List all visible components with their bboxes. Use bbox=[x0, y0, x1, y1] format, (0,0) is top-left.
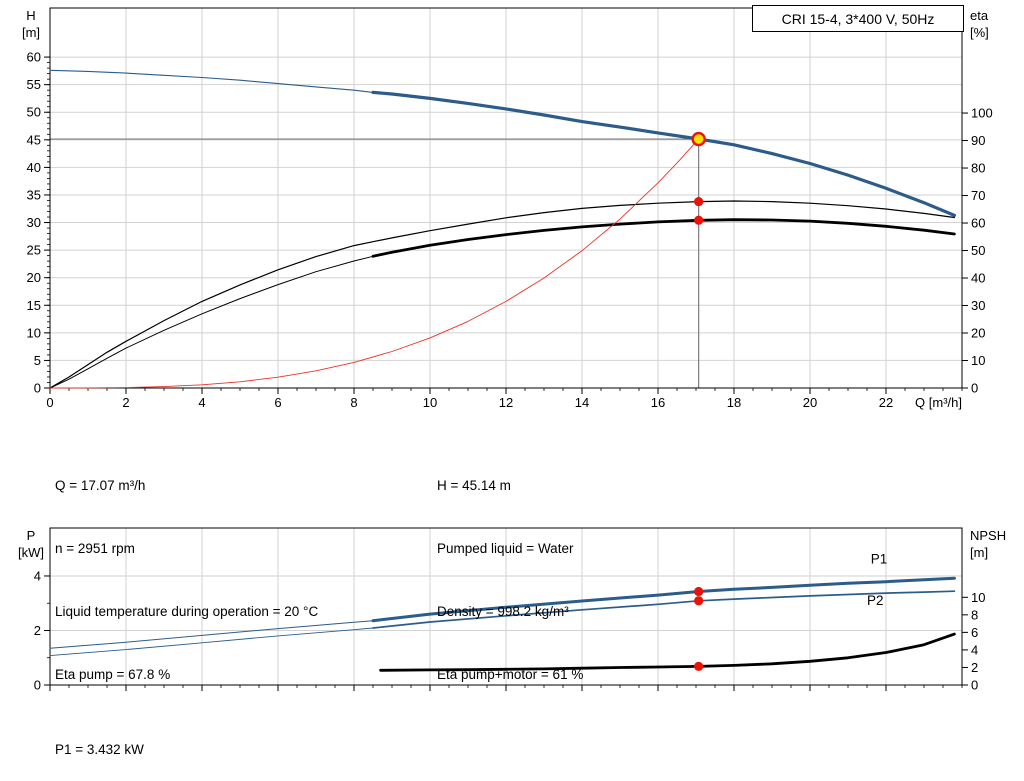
svg-text:0: 0 bbox=[971, 381, 978, 396]
svg-text:20: 20 bbox=[803, 395, 817, 410]
svg-text:80: 80 bbox=[971, 161, 985, 176]
power-info-block: P1 = 3.432 kW P2 = 3.09 kW NPSH = 2.12 m bbox=[55, 696, 149, 781]
svg-text:P: P bbox=[27, 528, 36, 543]
svg-text:20: 20 bbox=[27, 270, 41, 285]
svg-text:2: 2 bbox=[971, 660, 978, 675]
svg-text:55: 55 bbox=[27, 77, 41, 92]
eta-pump-motor-curve bbox=[49, 255, 374, 389]
info-density: Density = 998.2 kg/m³ bbox=[437, 604, 569, 619]
svg-text:30: 30 bbox=[971, 298, 985, 313]
info-liquid-temperature: Liquid temperature during operation = 20… bbox=[55, 604, 319, 619]
svg-text:50: 50 bbox=[971, 243, 985, 258]
svg-text:40: 40 bbox=[971, 271, 985, 286]
pump-model-title-box: CRI 15-4, 3*400 V, 50Hz bbox=[752, 5, 964, 32]
svg-text:6: 6 bbox=[971, 625, 978, 640]
p1-curve bbox=[49, 620, 374, 649]
qh-curve bbox=[371, 90, 956, 217]
svg-text:40: 40 bbox=[27, 160, 41, 175]
svg-text:30: 30 bbox=[27, 215, 41, 230]
svg-text:2: 2 bbox=[122, 395, 129, 410]
p2-curve bbox=[372, 590, 956, 629]
svg-text:20: 20 bbox=[971, 326, 985, 341]
info-pumped-liquid: Pumped liquid = Water bbox=[437, 541, 574, 556]
svg-text:50: 50 bbox=[27, 105, 41, 120]
info-eta-pump-motor: Eta pump+motor = 61 % bbox=[437, 667, 584, 682]
p1-label: P1 bbox=[871, 552, 888, 567]
svg-text:10: 10 bbox=[423, 395, 437, 410]
npsh-dot bbox=[694, 661, 704, 672]
qh-curve bbox=[49, 69, 374, 93]
p2-curve bbox=[49, 627, 374, 657]
svg-text:12: 12 bbox=[499, 395, 513, 410]
info-eta-pump: Eta pump = 67.8 % bbox=[55, 667, 171, 682]
svg-text:25: 25 bbox=[27, 243, 41, 258]
duty-info-right-column: H = 45.14 m Pumped liquid = Water Densit… bbox=[437, 433, 583, 727]
svg-text:H: H bbox=[26, 8, 35, 23]
svg-text:4: 4 bbox=[971, 642, 978, 657]
svg-text:4: 4 bbox=[34, 568, 41, 583]
svg-text:8: 8 bbox=[350, 395, 357, 410]
pump-model-text: CRI 15-4, 3*400 V, 50Hz bbox=[781, 10, 935, 27]
svg-text:15: 15 bbox=[27, 298, 41, 313]
svg-text:100: 100 bbox=[971, 106, 993, 121]
svg-text:35: 35 bbox=[27, 187, 41, 202]
info-p1: P1 = 3.432 kW bbox=[55, 742, 144, 757]
info-head: H = 45.14 m bbox=[437, 478, 511, 493]
svg-text:0: 0 bbox=[34, 678, 41, 693]
svg-text:60: 60 bbox=[971, 216, 985, 231]
svg-text:eta: eta bbox=[970, 8, 989, 23]
svg-text:Q [m³/h]: Q [m³/h] bbox=[915, 395, 962, 410]
svg-text:[%]: [%] bbox=[970, 25, 989, 40]
svg-text:14: 14 bbox=[575, 395, 589, 410]
npsh-curve bbox=[379, 632, 956, 672]
qh-eta-chart: 0 2 4 6 8 10 12 14 16 18 20 22 Q [m³/h] 0 5 10 15 20 25 30 3… bbox=[22, 7, 993, 410]
svg-text:2: 2 bbox=[34, 623, 41, 638]
svg-text:10: 10 bbox=[27, 325, 41, 340]
svg-text:[kW]: [kW] bbox=[18, 545, 44, 560]
svg-text:70: 70 bbox=[971, 188, 985, 203]
info-flow: Q = 17.07 m³/h bbox=[55, 478, 146, 493]
eta-pump-dot bbox=[694, 196, 704, 207]
p2-label: P2 bbox=[867, 593, 884, 608]
p1-dot bbox=[694, 586, 704, 597]
svg-text:10: 10 bbox=[971, 590, 985, 605]
system-curve bbox=[49, 138, 700, 389]
duty-info-left-column: Q = 17.07 m³/h n = 2951 rpm Liquid tempe… bbox=[55, 433, 318, 727]
svg-text:6: 6 bbox=[274, 395, 281, 410]
svg-text:[m]: [m] bbox=[970, 545, 988, 560]
svg-text:22: 22 bbox=[879, 395, 893, 410]
svg-text:90: 90 bbox=[971, 133, 985, 148]
svg-text:4: 4 bbox=[198, 395, 205, 410]
eta-pump-curve bbox=[49, 200, 955, 389]
eta-pump-motor-dot bbox=[694, 215, 704, 225]
info-speed: n = 2951 rpm bbox=[55, 541, 135, 556]
svg-text:16: 16 bbox=[651, 395, 665, 410]
svg-text:[m]: [m] bbox=[22, 25, 40, 40]
svg-text:0: 0 bbox=[971, 678, 978, 693]
svg-text:18: 18 bbox=[727, 395, 741, 410]
p1-curve bbox=[371, 576, 956, 623]
p2-dot bbox=[694, 596, 704, 606]
power-npsh-chart: 0 2 4 0 2 4 6 8 10 P [kW] NPSH [m] P1 P2 bbox=[18, 527, 1006, 693]
svg-text:5: 5 bbox=[34, 353, 41, 368]
svg-text:NPSH: NPSH bbox=[970, 528, 1006, 543]
svg-text:45: 45 bbox=[27, 132, 41, 147]
svg-text:10: 10 bbox=[971, 353, 985, 368]
svg-text:0: 0 bbox=[46, 395, 53, 410]
svg-text:8: 8 bbox=[971, 607, 978, 622]
svg-text:0: 0 bbox=[34, 381, 41, 396]
eta-pump-motor-curve bbox=[371, 218, 956, 258]
duty-point-marker bbox=[691, 131, 706, 147]
svg-text:60: 60 bbox=[27, 50, 41, 65]
